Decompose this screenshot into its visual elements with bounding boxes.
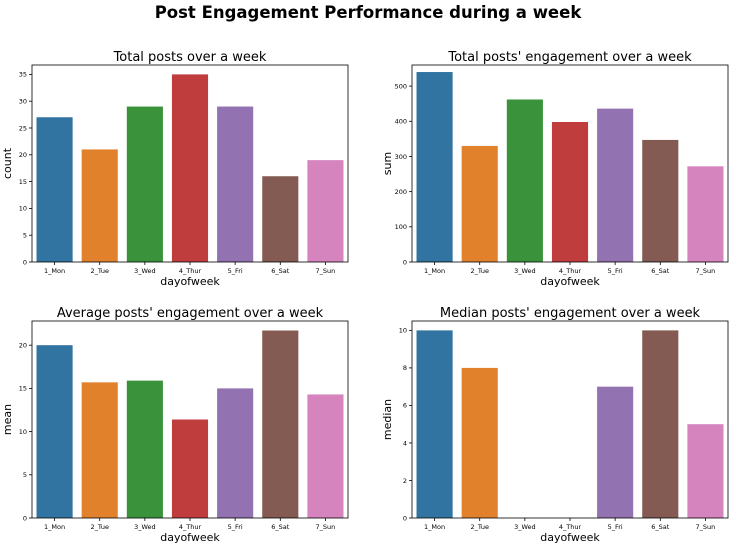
x-tick-label: 2_Tue <box>470 523 489 531</box>
y-tick-label: 15 <box>19 178 27 186</box>
y-tick-label: 25 <box>19 124 27 132</box>
y-tick-label: 0 <box>23 258 27 266</box>
x-tick-label: 2_Tue <box>90 267 109 275</box>
y-tick-label: 8 <box>403 364 407 372</box>
chart-panel-3: 1_Mon 2_Tue 3_Wed 4_Thur 5_Fri 6_Sat 7_Sun 0 5 10… <box>1 306 349 544</box>
chart-panel-2: 1_Mon 2_Tue 3_Wed 4_Thur 5_Fri 6_Sat 7_Sun 0 100… <box>381 50 729 288</box>
x-tick-label: 4_Thur <box>179 523 202 531</box>
y-tick-label: 200 <box>395 188 407 196</box>
x-tick-label: 4_Thur <box>559 523 582 531</box>
x-tick-label: 3_Wed <box>514 523 536 531</box>
bar-1_Mon <box>416 72 453 263</box>
bar-2_Tue <box>81 149 118 262</box>
y-tick-label: 400 <box>395 118 407 126</box>
x-tick-label: 5_Fri <box>228 523 243 531</box>
x-tick-label: 3_Wed <box>514 267 536 275</box>
y-tick-label: 15 <box>19 385 27 393</box>
bar-7_Sun <box>687 424 724 518</box>
y-tick-label: 500 <box>395 82 407 90</box>
bar-5_Fri <box>597 108 634 262</box>
y-tick-label: 6 <box>403 402 407 410</box>
figure-title: Post Engagement Performance during a wee… <box>155 3 583 22</box>
bar-3_Wed <box>126 380 163 518</box>
chart-title: Average posts' engagement over a week <box>57 306 324 321</box>
y-tick-label: 2 <box>403 477 407 485</box>
chart-title: Total posts' engagement over a week <box>447 50 692 65</box>
x-tick-label: 3_Wed <box>134 267 156 275</box>
x-tick-label: 2_Tue <box>470 267 489 275</box>
x-tick-label: 1_Mon <box>44 267 65 275</box>
bar-1_Mon <box>36 345 73 518</box>
y-tick-label: 0 <box>403 258 407 266</box>
x-tick-label: 1_Mon <box>44 523 65 531</box>
bar-5_Fri <box>597 386 634 518</box>
bar-7_Sun <box>307 160 344 262</box>
y-tick-label: 300 <box>395 153 407 161</box>
chart-title: Total posts over a week <box>113 50 267 65</box>
x-tick-label: 1_Mon <box>424 267 445 275</box>
x-axis-label: dayofweek <box>540 531 600 544</box>
y-tick-label: 0 <box>403 514 407 522</box>
x-tick-label: 7_Sun <box>696 267 716 275</box>
y-tick-label: 4 <box>403 439 407 447</box>
x-tick-label: 2_Tue <box>90 523 109 531</box>
x-tick-label: 6_Sat <box>651 267 669 275</box>
x-tick-label: 4_Thur <box>559 267 582 275</box>
x-tick-label: 7_Sun <box>696 523 716 531</box>
bar-4_Thur <box>171 74 209 262</box>
x-tick-label: 3_Wed <box>134 523 156 531</box>
x-tick-label: 5_Fri <box>608 267 623 275</box>
chart-panel-4: 1_Mon 2_Tue 3_Wed 4_Thur 5_Fri 6_Sat 7_Sun 0 2 4 6… <box>381 306 729 544</box>
bar-5_Fri <box>217 106 254 262</box>
x-tick-label: 1_Mon <box>424 523 445 531</box>
y-tick-label: 35 <box>19 71 27 79</box>
y-tick-label: 20 <box>19 151 27 159</box>
bar-3_Wed <box>506 99 543 262</box>
bar-2_Tue <box>461 367 498 518</box>
chart-panel-1: 1_Mon 2_Tue 3_Wed 4_Thur 5_Fri 6_Sat 7_Sun 0 5 10… <box>1 50 349 288</box>
bar-6_Sat <box>642 139 679 262</box>
y-tick-label: 0 <box>23 514 27 522</box>
y-axis-label: median <box>381 399 394 440</box>
bar-1_Mon <box>416 330 453 518</box>
y-tick-label: 30 <box>19 97 27 105</box>
x-tick-label: 5_Fri <box>228 267 243 275</box>
bar-4_Thur <box>551 121 589 262</box>
plot-frame <box>411 320 729 519</box>
x-tick-label: 6_Sat <box>651 523 669 531</box>
x-axis-label: dayofweek <box>160 531 220 544</box>
y-tick-label: 10 <box>19 205 27 213</box>
bar-7_Sun <box>687 166 724 262</box>
bar-6_Sat <box>262 176 299 262</box>
x-tick-label: 4_Thur <box>179 267 202 275</box>
bar-5_Fri <box>217 388 254 518</box>
y-tick-label: 100 <box>395 223 407 231</box>
bar-1_Mon <box>36 117 73 262</box>
bar-4_Thur <box>171 419 209 518</box>
x-axis-label: dayofweek <box>160 275 220 288</box>
y-axis-label: mean <box>1 404 14 435</box>
bar-6_Sat <box>262 330 299 518</box>
chart-title: Median posts' engagement over a week <box>440 306 701 321</box>
y-tick-label: 5 <box>23 471 27 479</box>
y-tick-label: 10 <box>399 327 407 335</box>
x-tick-label: 5_Fri <box>608 523 623 531</box>
bar-3_Wed <box>126 106 163 262</box>
bar-2_Tue <box>461 145 498 262</box>
x-tick-label: 7_Sun <box>316 267 336 275</box>
y-axis-label: sum <box>381 152 394 175</box>
y-tick-label: 10 <box>19 428 27 436</box>
y-tick-label: 5 <box>23 231 27 239</box>
y-axis-label: count <box>1 147 14 179</box>
x-tick-label: 7_Sun <box>316 523 336 531</box>
x-tick-label: 6_Sat <box>271 523 289 531</box>
bar-2_Tue <box>81 382 118 518</box>
bar-7_Sun <box>307 394 344 518</box>
x-tick-label: 6_Sat <box>271 267 289 275</box>
bar-6_Sat <box>642 330 679 518</box>
y-tick-label: 20 <box>19 341 27 349</box>
x-axis-label: dayofweek <box>540 275 600 288</box>
